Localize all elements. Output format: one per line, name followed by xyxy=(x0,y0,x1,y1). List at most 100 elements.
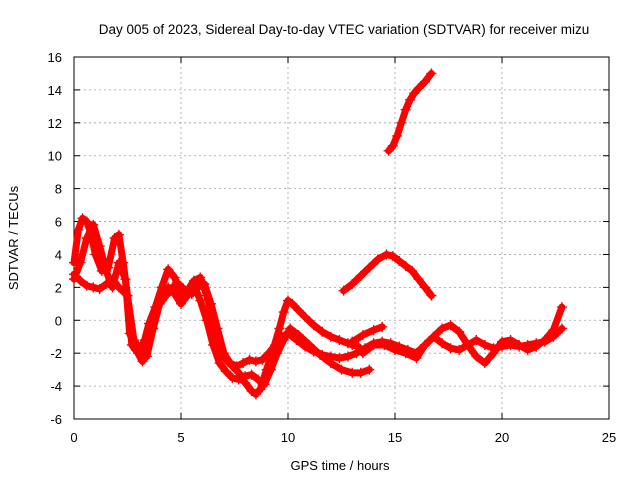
data-point xyxy=(101,265,112,276)
x-tick-label: 5 xyxy=(177,430,184,445)
x-tick-labels: 0 5 10 15 20 25 xyxy=(70,430,616,445)
data-point xyxy=(325,331,336,342)
x-tick-label: 25 xyxy=(602,430,616,445)
series-band xyxy=(70,214,363,398)
data-point xyxy=(407,265,418,276)
data-point xyxy=(514,339,525,350)
data-point xyxy=(387,140,398,151)
data-point xyxy=(497,336,507,347)
data-point xyxy=(556,323,567,334)
data-point xyxy=(372,254,383,265)
data-point xyxy=(394,256,405,267)
data-point xyxy=(454,344,465,355)
data-point xyxy=(75,275,86,286)
data-point xyxy=(180,285,191,296)
data-point xyxy=(381,249,392,260)
data-point xyxy=(214,358,225,369)
data-point xyxy=(355,367,366,378)
data-point xyxy=(276,331,287,342)
y-tick-label: 2 xyxy=(55,280,62,295)
data-point xyxy=(88,282,99,293)
data-point xyxy=(240,371,251,382)
data-point xyxy=(400,348,411,359)
data-point xyxy=(212,323,223,334)
y-tick-labels: -6 -4 -2 0 2 4 6 8 10 12 14 16 xyxy=(48,50,62,427)
data-point xyxy=(413,274,424,285)
data-point xyxy=(368,325,379,336)
y-tick-label: -6 xyxy=(50,412,62,427)
data-point xyxy=(479,339,490,350)
data-point xyxy=(325,351,336,362)
data-point xyxy=(94,284,105,295)
axis-ticks xyxy=(73,56,610,420)
series-arc-4 xyxy=(357,302,567,369)
data-point xyxy=(383,145,394,156)
data-point xyxy=(199,279,210,290)
data-point xyxy=(347,336,358,347)
data-point xyxy=(426,290,437,301)
data-point xyxy=(437,338,448,349)
chart-title: Day 005 of 2023, Sidereal Day-to-day VTE… xyxy=(99,22,589,37)
data-point xyxy=(437,323,448,334)
data-point xyxy=(270,339,281,350)
data-point xyxy=(445,343,456,354)
data-point xyxy=(377,321,388,332)
y-tick-label: 8 xyxy=(55,182,62,197)
data-point xyxy=(404,94,415,105)
data-point xyxy=(364,364,375,375)
data-point xyxy=(355,270,366,281)
data-point xyxy=(347,279,358,290)
y-tick-label: -4 xyxy=(50,379,62,394)
data-point xyxy=(336,364,347,375)
data-point xyxy=(113,282,124,293)
series-band xyxy=(385,70,435,155)
data-point xyxy=(255,384,266,395)
data-point xyxy=(75,257,86,268)
data-point xyxy=(163,264,174,275)
data-point xyxy=(135,344,146,355)
data-point xyxy=(253,374,264,385)
data-point xyxy=(193,282,204,293)
data-point xyxy=(409,88,420,99)
data-point xyxy=(231,361,242,372)
data-point xyxy=(161,290,172,301)
data-point xyxy=(113,257,124,268)
data-point xyxy=(539,335,550,346)
data-point xyxy=(334,353,345,364)
data-point xyxy=(308,320,319,331)
data-point xyxy=(173,279,184,290)
data-point xyxy=(357,330,368,341)
data-point xyxy=(257,354,268,365)
y-tick-label: -2 xyxy=(50,346,62,361)
series-arc-1 xyxy=(69,213,364,400)
data-point xyxy=(69,269,79,280)
data-point xyxy=(308,346,319,357)
data-point xyxy=(413,83,424,94)
data-point xyxy=(137,356,148,367)
data-point xyxy=(113,229,124,240)
data-point xyxy=(488,348,499,359)
y-tick-label: 14 xyxy=(48,83,62,98)
data-point xyxy=(225,358,236,369)
data-point xyxy=(317,326,328,337)
data-point xyxy=(120,274,131,285)
data-point xyxy=(390,344,400,355)
data-point xyxy=(201,315,212,326)
data-point xyxy=(195,272,206,283)
series-arc-6 xyxy=(338,249,437,301)
data-point xyxy=(141,351,152,362)
data-point xyxy=(419,282,430,293)
series-arc-2 xyxy=(69,219,375,390)
data-point xyxy=(411,353,422,364)
data-point xyxy=(334,335,345,346)
data-point xyxy=(400,260,411,271)
series-arc-5 xyxy=(347,321,388,347)
data-point xyxy=(287,298,298,309)
data-point xyxy=(186,288,197,299)
data-point xyxy=(94,241,105,252)
data-point xyxy=(122,290,133,301)
data-point xyxy=(293,305,304,316)
data-point xyxy=(479,358,490,369)
data-point xyxy=(220,366,231,377)
series-layer xyxy=(69,68,567,400)
